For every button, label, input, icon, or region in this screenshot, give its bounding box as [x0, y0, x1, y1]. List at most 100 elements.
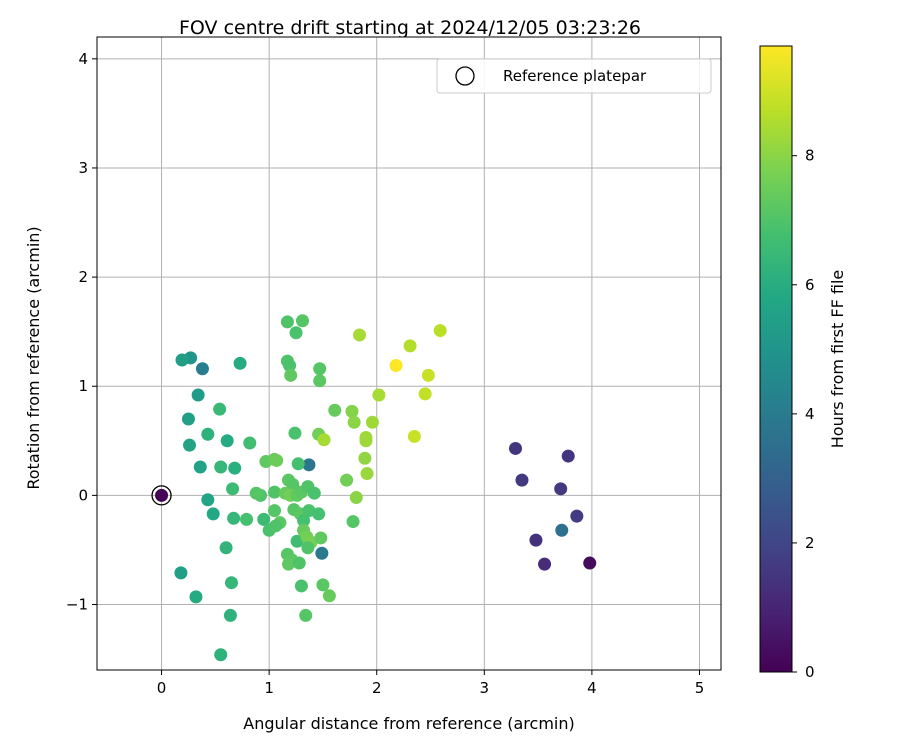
y-tick-label: 3	[78, 159, 88, 177]
data-point	[268, 485, 282, 499]
legend: Reference platepar	[436, 58, 712, 94]
data-point	[365, 415, 379, 429]
data-point	[270, 453, 284, 467]
data-point	[372, 388, 386, 402]
data-point	[322, 589, 336, 603]
y-axis-ticks: −1 0 1 2 3 4	[66, 50, 97, 614]
data-point	[189, 590, 203, 604]
data-point	[183, 438, 197, 452]
data-point	[175, 353, 189, 367]
data-point	[294, 579, 308, 593]
colorbar-label: Hours from first FF file	[828, 270, 847, 449]
data-point	[257, 512, 271, 526]
data-point	[284, 368, 298, 382]
data-point	[418, 387, 432, 401]
data-point	[421, 368, 435, 382]
data-point	[314, 531, 328, 545]
colorbar-tick-label: 2	[805, 534, 815, 552]
legend-reference-marker	[455, 66, 475, 86]
data-point	[389, 359, 403, 373]
y-tick-label: 1	[78, 377, 88, 395]
data-point	[214, 460, 228, 474]
data-point	[291, 457, 305, 471]
data-point	[347, 415, 361, 429]
x-axis-label: Angular distance from reference (arcmin)	[243, 714, 574, 733]
data-point	[299, 608, 313, 622]
data-point	[219, 541, 233, 555]
data-point	[360, 467, 374, 481]
data-point	[346, 515, 360, 529]
data-point	[206, 507, 220, 521]
plot-background	[97, 37, 721, 670]
legend-entry-reference: Reference platepar	[503, 67, 647, 85]
data-point	[529, 533, 543, 547]
x-tick-label: 1	[264, 679, 274, 697]
data-point	[561, 449, 575, 463]
data-point	[509, 441, 523, 455]
data-point	[290, 534, 304, 548]
data-point	[223, 608, 237, 622]
y-tick-label: 0	[78, 486, 88, 504]
data-point	[515, 473, 529, 487]
data-point	[280, 315, 294, 329]
colorbar: 0 2 4 6 8 Hours from first FF file	[759, 45, 847, 681]
grid	[97, 37, 721, 670]
data-point	[226, 482, 240, 496]
x-tick-label: 3	[480, 679, 490, 697]
scatter-points	[174, 314, 597, 662]
data-point	[570, 509, 584, 523]
colorbar-gradient	[759, 45, 793, 673]
data-point	[195, 362, 209, 376]
data-point	[328, 403, 342, 417]
x-tick-label: 4	[587, 679, 597, 697]
data-point	[316, 578, 330, 592]
y-tick-label: −1	[66, 596, 88, 614]
data-point	[282, 557, 296, 571]
data-point	[228, 461, 242, 475]
data-point	[288, 426, 302, 440]
data-point	[349, 491, 363, 505]
data-point	[340, 473, 354, 487]
data-point	[289, 326, 303, 340]
x-tick-label: 0	[157, 679, 167, 697]
data-point	[224, 576, 238, 590]
colorbar-tick-label: 0	[805, 663, 815, 681]
plot-area: 0 1 2 3 4 5 −1 0 1 2 3 4	[66, 36, 722, 697]
colorbar-tick-label: 4	[805, 405, 815, 423]
data-point	[201, 427, 215, 441]
plot-frame	[96, 36, 722, 671]
colorbar-ticks: 0 2 4 6 8	[792, 147, 815, 681]
data-point	[312, 507, 326, 521]
data-point	[317, 433, 331, 447]
y-tick-label: 2	[78, 268, 88, 286]
y-axis-label: Rotation from reference (arcmin)	[24, 226, 43, 489]
data-point	[220, 434, 234, 448]
colorbar-tick-label: 8	[805, 147, 815, 165]
data-point	[358, 451, 372, 465]
data-point	[307, 486, 321, 500]
data-point	[295, 314, 309, 328]
data-point	[315, 546, 329, 560]
data-point	[359, 434, 373, 448]
data-point	[233, 356, 247, 370]
data-point	[243, 436, 257, 450]
data-point	[353, 328, 367, 342]
data-point	[555, 523, 569, 537]
data-point	[286, 477, 300, 491]
data-point	[213, 402, 227, 416]
data-point	[407, 429, 421, 443]
y-tick-label: 4	[78, 50, 88, 68]
data-point	[297, 513, 311, 527]
data-point	[174, 566, 188, 580]
reference-point	[155, 488, 169, 502]
x-tick-label: 2	[372, 679, 382, 697]
data-point	[554, 482, 568, 496]
data-point	[302, 458, 316, 472]
data-point	[240, 512, 254, 526]
data-point	[227, 511, 241, 525]
data-point	[193, 460, 207, 474]
chart-title: FOV centre drift starting at 2024/12/05 …	[179, 17, 641, 39]
data-point	[201, 493, 215, 507]
data-point	[249, 486, 263, 500]
